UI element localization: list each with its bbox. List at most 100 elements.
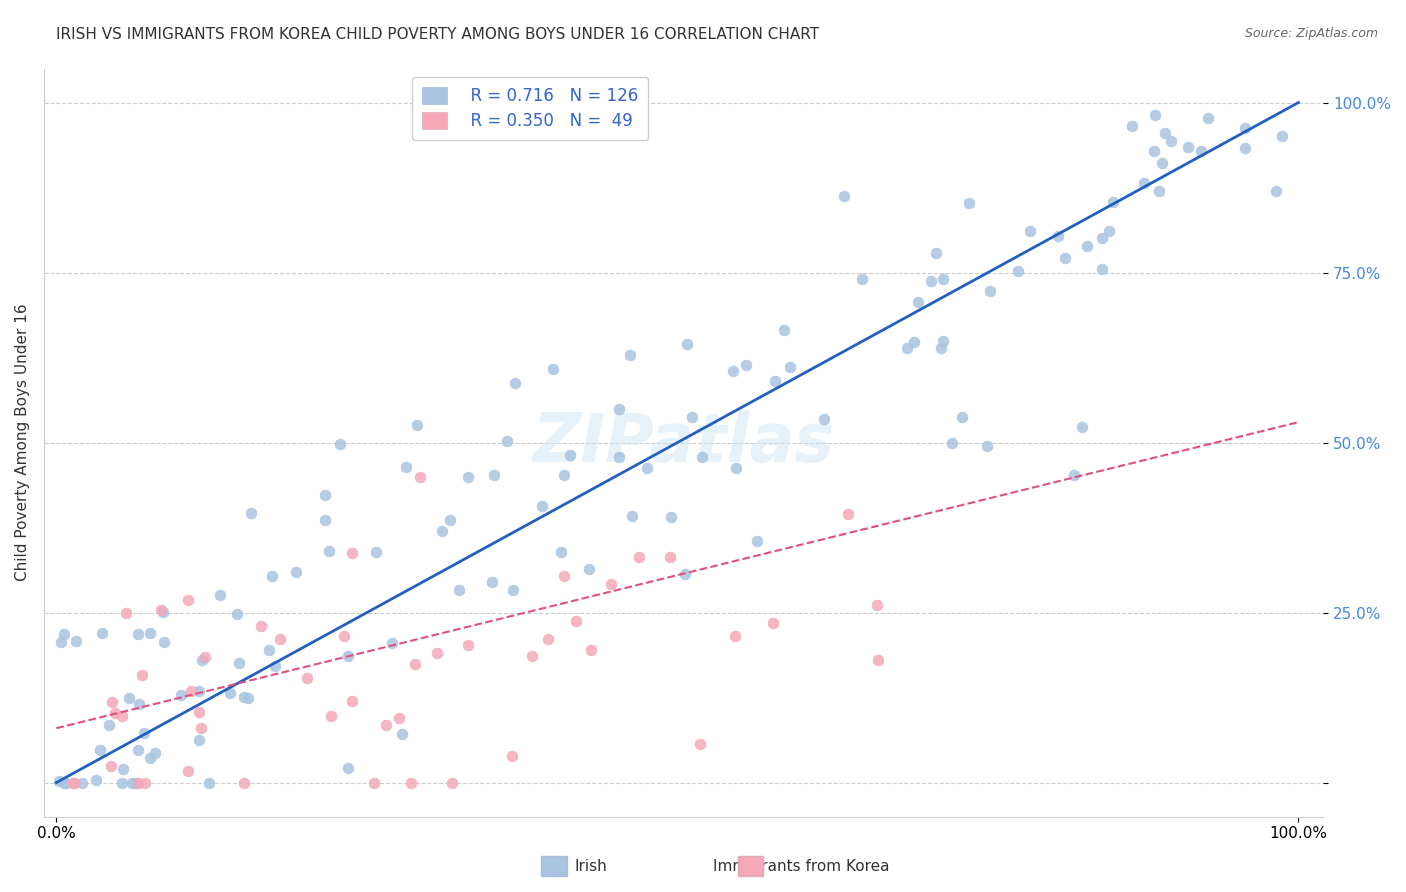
Point (578, 562, 600, 576)
Point (337, 648, 360, 663)
Point (868, 653, 890, 667)
Point (112, 762, 135, 776)
Text: ZIPatlas: ZIPatlas (533, 409, 835, 475)
Point (117, 691, 139, 706)
Point (284, 565, 307, 579)
Point (101, 695, 124, 709)
Point (218, 685, 240, 699)
Point (1054, 251, 1077, 265)
Point (226, 607, 249, 622)
Point (336, 761, 359, 775)
Point (115, 606, 138, 620)
Text: IRISH VS IMMIGRANTS FROM KOREA CHILD POVERTY AMONG BOYS UNDER 16 CORRELATION CHA: IRISH VS IMMIGRANTS FROM KOREA CHILD POV… (56, 27, 820, 42)
Point (62, 775, 84, 789)
Point (1091, 230, 1114, 244)
Point (834, 189, 856, 203)
Point (240, 507, 263, 521)
Point (233, 690, 256, 704)
Point (97, 718, 120, 732)
Point (773, 323, 796, 337)
Point (388, 711, 411, 725)
Point (404, 657, 426, 671)
Point (127, 627, 149, 641)
Point (139, 751, 162, 765)
Point (537, 632, 560, 647)
Point (127, 775, 149, 789)
Point (143, 746, 166, 760)
Point (896, 341, 918, 355)
Point (111, 775, 134, 789)
Point (636, 461, 658, 475)
Point (395, 460, 418, 475)
Point (495, 434, 517, 448)
Point (375, 718, 398, 732)
Point (318, 543, 340, 558)
Point (319, 709, 342, 723)
Point (621, 508, 644, 523)
Point (342, 546, 364, 560)
Point (430, 524, 453, 538)
Point (932, 272, 955, 286)
Point (681, 409, 703, 424)
Point (333, 629, 356, 643)
Point (340, 694, 363, 708)
Point (262, 569, 284, 583)
Point (1233, 141, 1256, 155)
Point (381, 635, 404, 649)
Point (132, 726, 155, 740)
Point (543, 362, 565, 376)
Point (931, 334, 953, 348)
Point (1047, 228, 1070, 243)
Point (180, 684, 202, 698)
Point (762, 616, 785, 631)
Text: Immigrants from Korea: Immigrants from Korea (713, 859, 890, 874)
Point (1197, 111, 1219, 125)
Point (441, 775, 464, 789)
Point (447, 583, 470, 598)
Point (250, 618, 273, 632)
Point (53, 627, 76, 641)
Point (439, 513, 461, 527)
Point (194, 649, 217, 664)
Point (1177, 140, 1199, 154)
Point (907, 295, 929, 310)
Point (745, 534, 768, 549)
Point (131, 667, 153, 681)
Point (457, 469, 479, 483)
Point (228, 656, 250, 670)
Point (579, 643, 602, 657)
Point (169, 688, 191, 702)
Point (84, 773, 107, 788)
Point (1160, 134, 1182, 148)
Point (55, 775, 77, 789)
Point (734, 358, 756, 372)
Point (558, 448, 581, 462)
Point (208, 588, 231, 602)
Point (1143, 145, 1166, 159)
Point (920, 274, 942, 288)
Point (676, 337, 699, 351)
Point (658, 550, 681, 565)
Point (1007, 264, 1029, 278)
Point (391, 726, 413, 740)
Point (314, 488, 336, 502)
Point (152, 605, 174, 619)
Point (1265, 184, 1288, 198)
Point (409, 470, 432, 484)
Point (607, 450, 630, 464)
Point (53, 775, 76, 789)
Point (90, 625, 112, 640)
Point (941, 436, 963, 450)
Point (929, 341, 952, 355)
Point (689, 737, 711, 751)
Point (125, 775, 148, 789)
Point (1098, 224, 1121, 238)
Point (177, 764, 200, 778)
Point (1271, 128, 1294, 143)
Point (607, 402, 630, 417)
Point (363, 775, 385, 789)
Point (89, 743, 111, 757)
Point (65, 633, 87, 648)
Point (100, 759, 122, 773)
Point (779, 360, 801, 375)
